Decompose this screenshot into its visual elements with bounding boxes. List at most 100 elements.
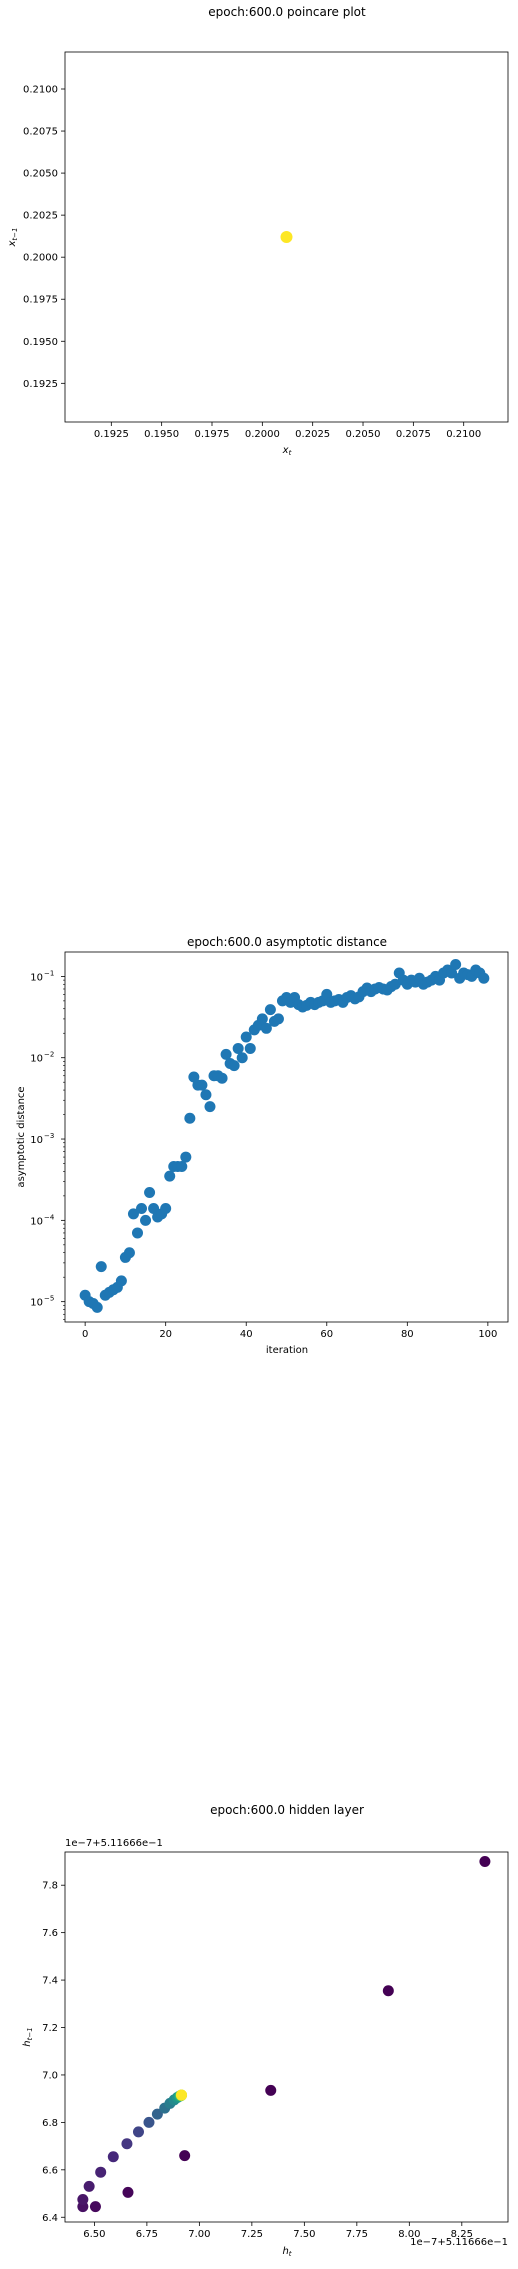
y-axis-label: ht−1 [22, 2027, 34, 2046]
chart-title: epoch:600.0 hidden layer [210, 1803, 364, 1817]
y-tick-label: 7.0 [42, 2070, 58, 2081]
x-tick-label: 7.00 [188, 2229, 210, 2240]
poincare-plot-chart: epoch:600.0 poincare plot 0.1925 0.1950 0.… [7, 5, 509, 457]
x-tick-label: 80 [401, 1329, 414, 1340]
plot-frame [64, 51, 509, 423]
y-axis-label: asymptotic distance [16, 1086, 27, 1187]
x-ticks: 0 20 40 60 80 100 [82, 1322, 497, 1340]
data-point [121, 2138, 133, 2150]
data-point [176, 2089, 188, 2101]
y-tick-label: 0.2100 [23, 85, 58, 96]
x-tick-label: 0.2075 [396, 429, 431, 440]
y-tick-label: 10 [30, 1298, 43, 1309]
y-tick-label: 0.2025 [23, 211, 58, 222]
x-ticks: 0.1925 0.1950 0.1975 0.2000 0.2025 0.2050 0.20… [94, 422, 481, 440]
data-point [123, 1247, 135, 1259]
x-ticks: 6.50 6.75 7.00 7.25 7.50 7.75 8.00 8.25 [83, 2222, 473, 2240]
points [280, 231, 293, 243]
hidden-layer-chart: epoch:600.0 hidden layer 1e−7+5.11666e−1… [22, 1803, 509, 2258]
data-point [160, 1202, 172, 1214]
x-tick-label: 8.00 [398, 2229, 420, 2240]
x-axis-label: ht [282, 2246, 291, 2258]
data-point [148, 1202, 160, 1214]
x-tick-label: 0.1975 [194, 429, 229, 440]
chart-title: epoch:600.0 asymptotic distance [187, 935, 387, 949]
y-tick-label: 7.8 [42, 1881, 58, 1892]
x-tick-label: 0.2050 [346, 429, 381, 440]
data-point [479, 1855, 491, 1867]
data-point [236, 1052, 248, 1064]
data-point [382, 1985, 394, 1997]
data-point [91, 1301, 103, 1313]
data-point [179, 2150, 191, 2162]
y-tick-label: 10 [30, 1054, 43, 1065]
data-point [446, 967, 458, 979]
data-point [272, 1013, 284, 1025]
points [77, 1855, 491, 2213]
y-tick-label: 0.1975 [23, 295, 58, 306]
plot-frame [64, 1851, 509, 2223]
data-point [176, 1160, 188, 1172]
data-point [220, 1048, 232, 1060]
y-tick-label: 10 [30, 1216, 43, 1227]
x-tick-label: 40 [240, 1329, 253, 1340]
data-point [264, 1004, 276, 1016]
x-tick-label: 7.25 [241, 2229, 263, 2240]
data-point [240, 1031, 252, 1043]
y-tick-exponent: −1 [44, 969, 54, 977]
y-tick-exponent: −3 [44, 1132, 54, 1140]
x-axis-label: xt [282, 445, 292, 457]
data-point [143, 2116, 155, 2128]
data-point [184, 1112, 196, 1124]
data-point [228, 1060, 240, 1072]
y-tick-label: 0.2000 [23, 253, 58, 264]
x-tick-label: 7.75 [346, 2229, 368, 2240]
y-tick-label: 7.2 [42, 2023, 58, 2034]
data-point [196, 1079, 208, 1091]
x-offset-label: 1e−7+5.11666e−1 [410, 2237, 508, 2248]
y-offset-label: 1e−7+5.11666e−1 [65, 1838, 163, 1849]
data-point [188, 1071, 200, 1083]
data-point [95, 2166, 107, 2178]
x-tick-label: 0.1950 [144, 429, 179, 440]
data-point [131, 1227, 143, 1239]
y-tick-exponent: −2 [44, 1051, 54, 1059]
y-tick-label: 10 [30, 972, 43, 983]
data-point [77, 2193, 89, 2205]
asymptotic-distance-chart: epoch:600.0 asymptotic distance 0 20 40 60 8… [16, 935, 509, 1356]
x-tick-label: 8.25 [451, 2229, 473, 2240]
x-tick-label: 0.2000 [245, 429, 280, 440]
chart-title: epoch:600.0 poincare plot [208, 5, 366, 19]
y-tick-label: 0.2075 [23, 127, 58, 138]
y-tick-label: 0.2050 [23, 169, 58, 180]
y-tick-label: 0.1925 [23, 379, 58, 390]
y-tick-label: 7.4 [42, 1976, 58, 1987]
x-tick-label: 100 [478, 1329, 497, 1340]
y-tick-label: 7.6 [42, 1928, 58, 1939]
data-point [450, 959, 462, 971]
x-tick-label: 0.2100 [446, 429, 481, 440]
points [79, 959, 490, 1313]
data-point [280, 231, 293, 243]
data-point [256, 1013, 268, 1025]
y-tick-label: 6.6 [42, 2165, 58, 2176]
y-tick-label: 10 [30, 1135, 43, 1146]
data-point [180, 1151, 192, 1163]
data-point [107, 2151, 119, 2163]
data-point [122, 2186, 134, 2198]
x-tick-label: 7.50 [293, 2229, 315, 2240]
y-ticks: 0.1925 0.1950 0.1975 0.2000 0.2025 0.2050 0.20… [23, 85, 65, 390]
data-point [127, 1208, 139, 1220]
x-axis-label: iteration [266, 1345, 308, 1356]
x-tick-label: 0.1925 [94, 429, 129, 440]
y-tick-label: 0.1950 [23, 337, 58, 348]
x-tick-label: 0.2025 [295, 429, 330, 440]
data-point [478, 972, 490, 984]
data-point [260, 1022, 272, 1034]
x-tick-label: 6.75 [136, 2229, 158, 2240]
data-point [200, 1089, 212, 1101]
data-point [164, 1170, 176, 1182]
y-ticks: 10−510−410−310−210−1 [30, 969, 65, 1321]
data-point [244, 1042, 256, 1054]
data-point [115, 1275, 127, 1287]
